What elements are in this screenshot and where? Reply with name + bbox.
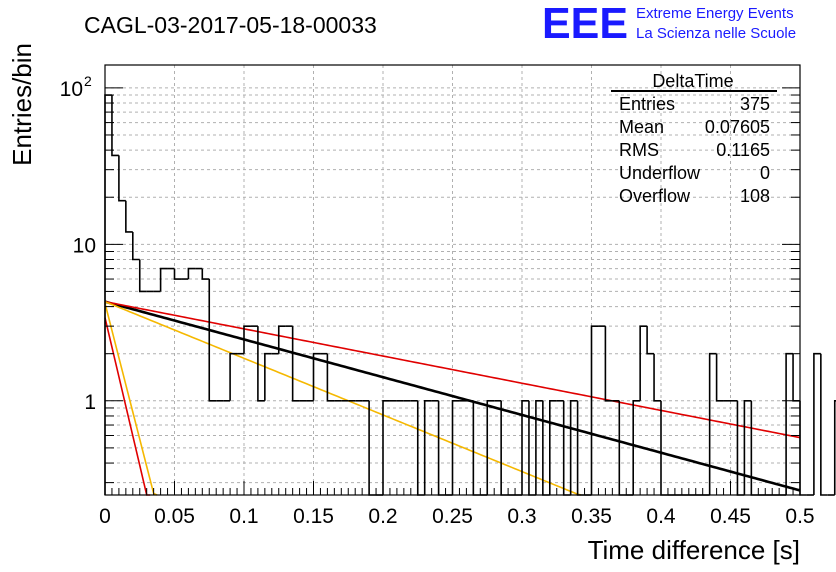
- stats-row-value: 375: [740, 94, 770, 114]
- x-tick-label: 0: [99, 505, 111, 528]
- histogram-bin: [423, 399, 432, 495]
- histogram-bin: [549, 399, 557, 495]
- histogram-bin: [208, 279, 217, 402]
- histogram-bin: [243, 325, 251, 354]
- histogram-bin: [173, 268, 182, 280]
- histogram-bin: [382, 399, 390, 495]
- histogram-bin: [201, 268, 210, 280]
- x-axis-label: Time difference [s]: [588, 535, 800, 565]
- stats-box: DeltaTime Entries 375 Mean 0.07605 RMS 0.1165…: [611, 71, 777, 206]
- grid-lines: [105, 65, 800, 495]
- x-tick-label: 0.35: [571, 505, 612, 528]
- x-tick-label: 0.15: [293, 505, 334, 528]
- histogram-bin: [264, 352, 272, 401]
- axis-ticks: [104, 87, 801, 495]
- fit-lines: [104, 300, 801, 496]
- histogram-bin: [785, 352, 794, 495]
- stats-box-rows: Entries 375 Mean 0.07605 RMS 0.1165 Underflow 0…: [619, 94, 770, 206]
- stats-row-value: 0.07605: [705, 117, 770, 137]
- fit-line: [104, 303, 158, 496]
- eee-logo: EEE Extreme Energy Events La Scienza nel…: [542, 0, 796, 48]
- fit-line: [104, 300, 801, 492]
- histogram-bin: [326, 353, 335, 402]
- histogram-bin: [820, 353, 828, 496]
- histogram-bin: [229, 352, 238, 401]
- chart-title: CAGL-03-2017-05-18-00033: [84, 12, 377, 38]
- y-tick-label: 10: [73, 234, 96, 257]
- x-tick-labels: 0 0.05 0.1 0.15 0.2 0.25 0.3 0.35 0.4 0.45 0.5: [99, 505, 814, 528]
- histogram-bin: [486, 399, 495, 495]
- stats-box-title: DeltaTime: [652, 71, 733, 91]
- y-axis-label: Entries/bin: [7, 43, 37, 166]
- histogram-bin: [813, 352, 821, 495]
- histogram-bin: [535, 399, 543, 495]
- stats-row-value: 0: [760, 163, 770, 183]
- histogram-bin: [708, 352, 717, 495]
- histogram-bin: [257, 326, 265, 402]
- stats-row-label: Mean: [619, 117, 664, 137]
- histogram-bin: [799, 400, 807, 496]
- stats-row-label: RMS: [619, 140, 659, 160]
- x-tick-label: 0.25: [432, 505, 473, 528]
- eee-logo-mark: EEE: [542, 0, 628, 48]
- histogram-bin: [590, 325, 599, 495]
- y-tick-label: 1: [84, 391, 96, 414]
- histogram-bin: [653, 353, 661, 402]
- histogram-bin: [277, 325, 286, 354]
- histogram-bin: [132, 231, 140, 261]
- x-tick-label: 0.05: [154, 505, 195, 528]
- histogram-bin: [451, 399, 460, 495]
- fit-line: [104, 300, 801, 439]
- histogram-bin: [639, 325, 648, 401]
- stats-row-value: 108: [740, 186, 770, 206]
- histogram-bin: [125, 200, 133, 233]
- y-tick-label-exponent: 2: [84, 73, 92, 89]
- x-tick-label: 0.5: [785, 505, 814, 528]
- x-tick-label: 0.45: [710, 505, 751, 528]
- histogram-bin: [646, 326, 655, 355]
- eee-logo-line2: La Scienza nelle Scuole: [636, 25, 796, 42]
- fit-line: [104, 300, 582, 496]
- stats-row-label: Entries: [619, 94, 675, 114]
- stats-row-label: Overflow: [619, 186, 691, 206]
- fit-line: [104, 317, 151, 496]
- histogram-bin: [111, 95, 119, 157]
- eee-logo-line1: Extreme Energy Events: [636, 5, 794, 22]
- histogram-bin: [792, 353, 800, 402]
- histogram-bin: [632, 399, 641, 495]
- y-tick-label: 10: [60, 78, 83, 101]
- histogram-bin: [291, 326, 300, 402]
- histogram-bin: [118, 155, 126, 202]
- x-tick-label: 0.3: [507, 505, 536, 528]
- x-tick-label: 0.1: [229, 505, 258, 528]
- histogram-bin: [604, 326, 613, 402]
- stats-row-label: Underflow: [619, 163, 701, 183]
- histogram-bin: [159, 267, 168, 292]
- histogram-bin: [715, 353, 724, 402]
- histogram-bin: [312, 352, 321, 401]
- stats-row-value: 0.1165: [716, 140, 770, 160]
- histogram-bin: [187, 267, 196, 280]
- histogram-bin: [521, 399, 529, 495]
- histogram-bin: [743, 399, 752, 495]
- histogram-bin: [138, 259, 147, 293]
- x-tick-label: 0.2: [368, 505, 397, 528]
- x-tick-label: 0.4: [646, 505, 676, 528]
- histogram-bin: [104, 94, 112, 495]
- histogram-bin: [569, 399, 578, 495]
- histogram-bin: [833, 399, 836, 495]
